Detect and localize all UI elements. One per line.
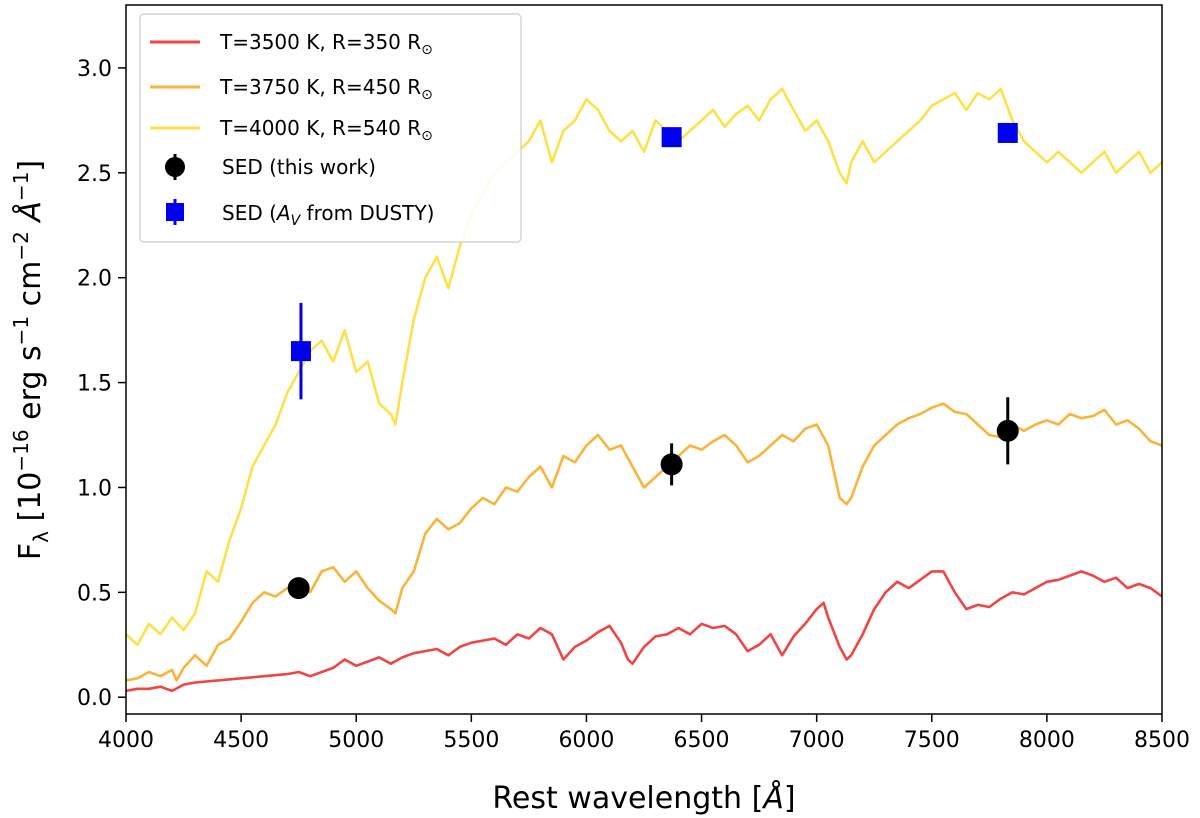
legend-label-sed-this-work: SED (this work) — [222, 155, 376, 179]
x-tick-label: 6500 — [674, 728, 730, 753]
x-axis-label: Rest wavelength [Å] — [492, 780, 795, 816]
legend-marker-sed-this-work — [165, 157, 185, 177]
y-tick-label: 1.0 — [77, 476, 112, 501]
series-line-t-3500-k-r-350-r — [125, 570, 1163, 693]
marker-sed-a-v-from-dusty-1 — [661, 127, 682, 148]
y-tick-label: 3.0 — [77, 57, 112, 82]
x-tick-label: 4000 — [98, 728, 154, 753]
plot-frame — [125, 4, 1163, 715]
axis-ticks: 4000 4500 5000 5500 6000 6500 7000 7500 8000 8500… — [77, 57, 1190, 753]
x-tick-label: 7000 — [789, 728, 845, 753]
legend-label-3750k: T=3750 K, R=450 R⊙ — [219, 75, 433, 103]
series-line-t-4000-k-r-540-r — [125, 87, 1163, 647]
x-tick-label: 8500 — [1134, 728, 1190, 753]
marker-sed-this-work-2 — [996, 419, 1019, 442]
y-tick-label: 2.0 — [77, 267, 112, 292]
data-markers — [287, 122, 1019, 600]
x-tick-label: 6000 — [558, 728, 614, 753]
legend-box — [139, 13, 522, 243]
y-tick-label: 1.5 — [77, 372, 112, 397]
y-tick-label: 0.0 — [77, 686, 112, 711]
legend-label-3500k: T=3500 K, R=350 R⊙ — [219, 30, 433, 58]
marker-sed-a-v-from-dusty-0 — [290, 341, 311, 362]
x-tick-label: 8000 — [1019, 728, 1075, 753]
y-axis-label: Fλ [10−16 erg s−1 cm−2 Å−1] — [9, 160, 53, 560]
legend: T=3500 K, R=350 R⊙ T=3750 K, R=450 R⊙ T=… — [139, 13, 522, 243]
y-tick-label: 2.5 — [77, 162, 112, 187]
x-tick-label: 4500 — [213, 728, 269, 753]
y-tick-label: 0.5 — [77, 581, 112, 606]
marker-sed-a-v-from-dusty-2 — [997, 122, 1018, 143]
legend-label-sed-dusty: SED (AV from DUSTY) — [222, 201, 434, 229]
x-tick-label: 5000 — [328, 728, 384, 753]
x-tick-label: 7500 — [904, 728, 960, 753]
legend-label-4000k: T=4000 K, R=540 R⊙ — [219, 116, 433, 144]
marker-sed-this-work-1 — [660, 453, 683, 476]
x-tick-label: 5500 — [443, 728, 499, 753]
legend-marker-sed-dusty — [166, 203, 184, 221]
marker-sed-this-work-0 — [287, 577, 310, 600]
